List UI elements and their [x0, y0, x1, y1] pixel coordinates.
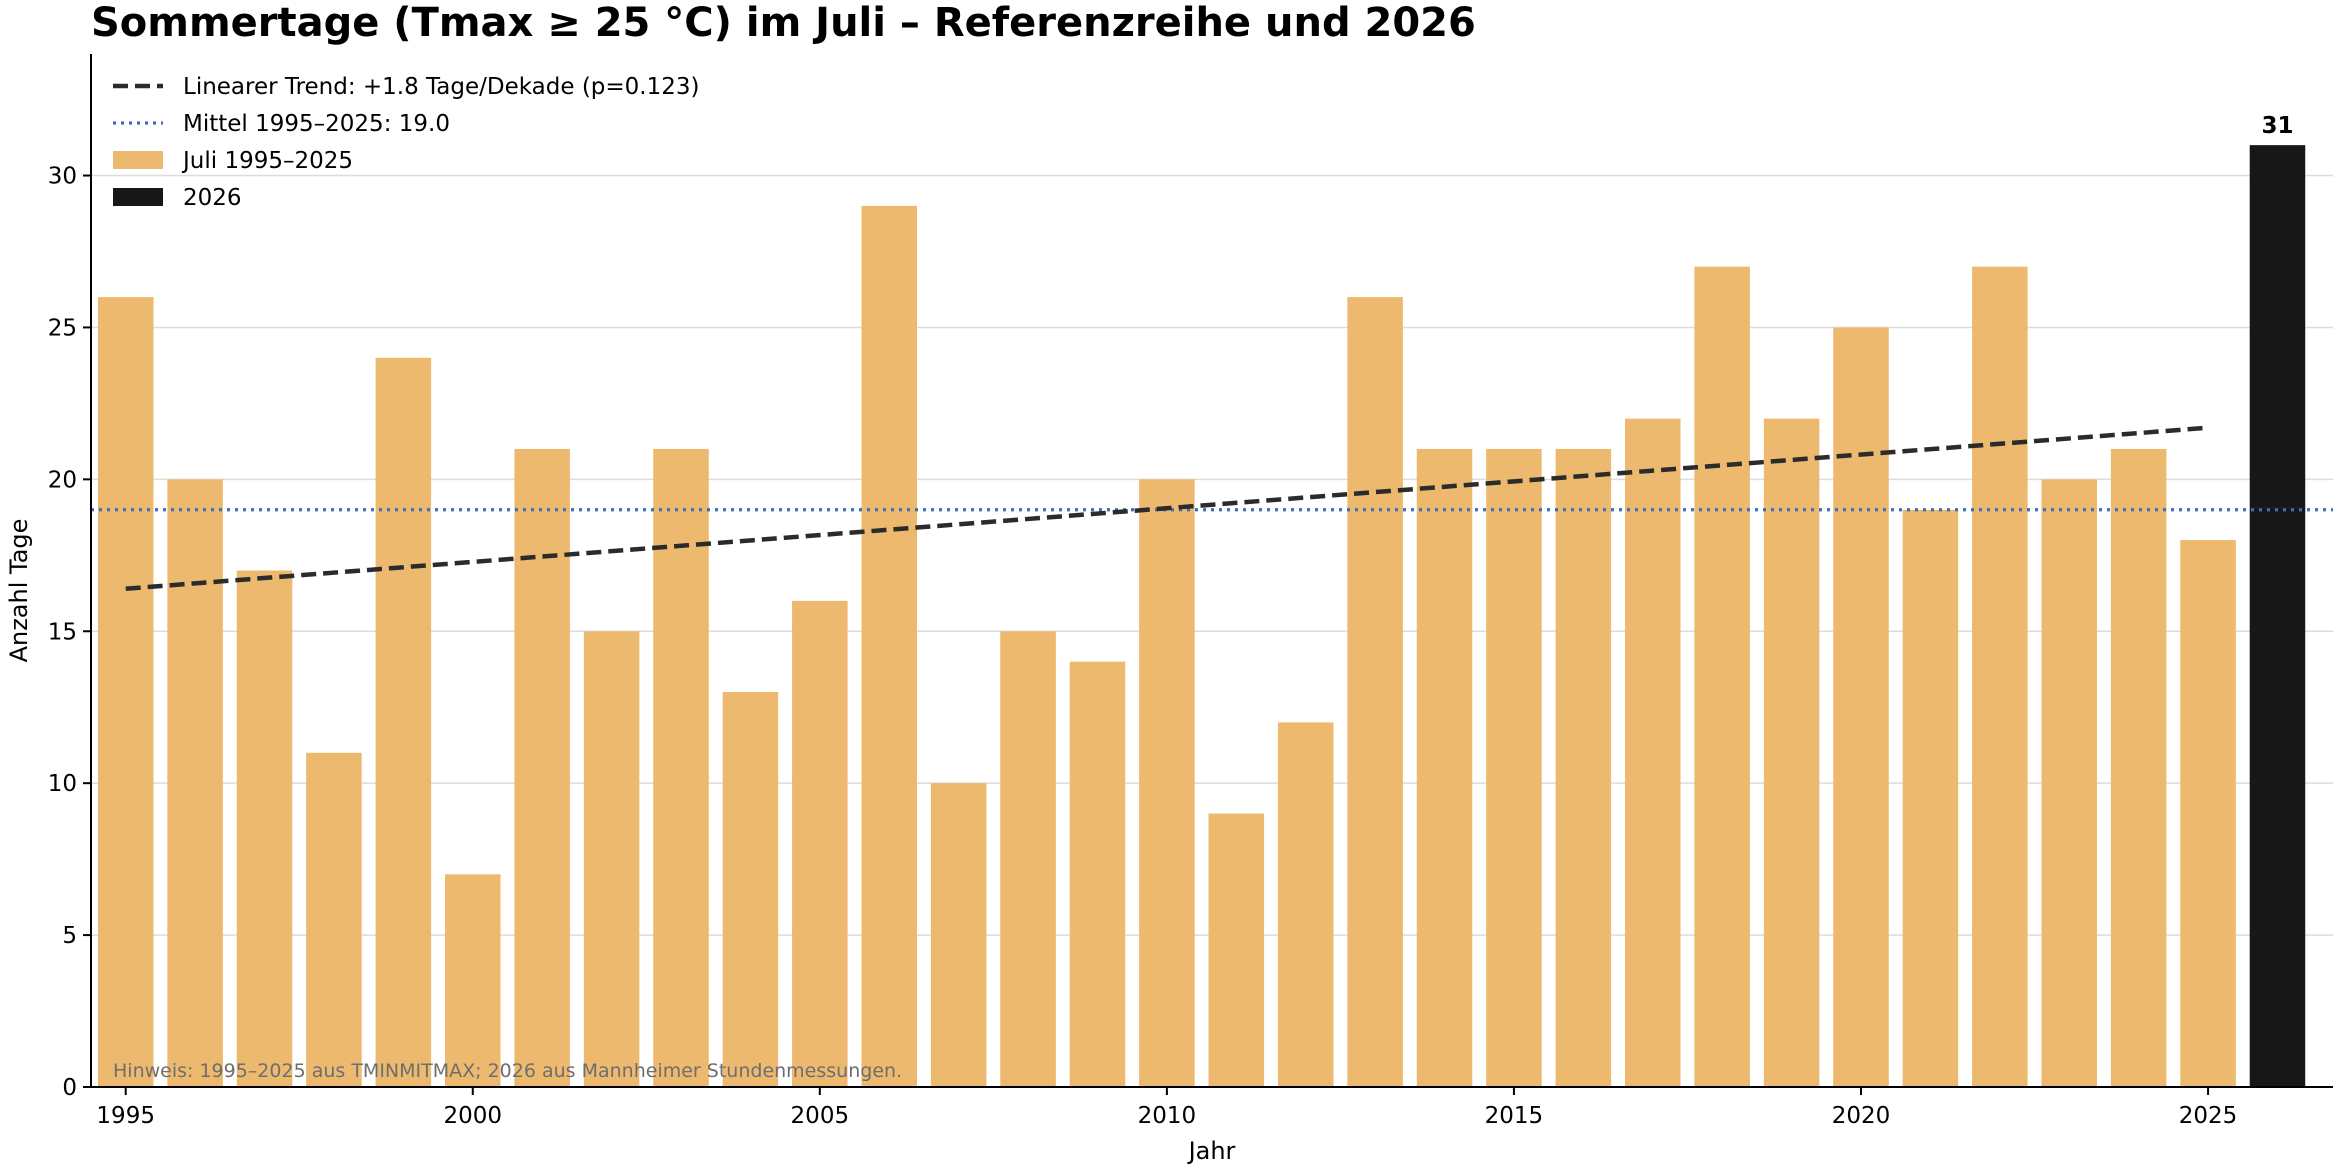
bar-2015 [1486, 448, 1542, 1087]
bar-2024 [2110, 448, 2167, 1087]
bar-1995 [97, 297, 154, 1087]
chart-title: Sommertage (Tmax ≥ 25 °C) im Juli – Refe… [91, 0, 1476, 46]
labels: 31 Hinweis: 1995–2025 aus TMINMITMAX; 202… [113, 113, 2293, 1082]
bar-2013 [1347, 297, 1403, 1087]
bar-2004 [722, 692, 779, 1087]
bars [97, 145, 2306, 1088]
legend-swatch-3 [113, 188, 163, 206]
bar-2021 [1902, 509, 1959, 1087]
y-tick-label: 10 [48, 771, 77, 797]
bar-2002 [583, 631, 640, 1087]
bar-2022 [1972, 266, 2028, 1087]
bar-2006 [861, 205, 917, 1088]
y-tick-label: 30 [48, 164, 77, 190]
data-label-2026: 31 [2261, 113, 2293, 139]
bar-2003 [653, 448, 709, 1087]
legend-label-2: Juli 1995–2025 [181, 148, 353, 174]
legend-label-3: 2026 [183, 185, 242, 211]
x-tick-label: 2025 [2179, 1103, 2238, 1129]
x-tick-label: 2000 [443, 1103, 502, 1129]
bar-2019 [1763, 418, 1820, 1087]
bar-2017 [1625, 418, 1681, 1087]
y-tick-label: 25 [48, 315, 77, 341]
grid [91, 174, 2333, 936]
x-tick-label: 2005 [791, 1103, 850, 1129]
bar-2005 [792, 600, 848, 1087]
bar-2008 [1000, 631, 1056, 1087]
y-tick-label: 5 [62, 923, 77, 949]
y-tick-label: 15 [48, 619, 77, 645]
bar-2011 [1208, 813, 1265, 1087]
y-axis-label: Anzahl Tage [5, 519, 33, 663]
bar-2010 [1139, 479, 1195, 1088]
x-tick-label: 2020 [1832, 1103, 1891, 1129]
x-tick-label: 1995 [96, 1103, 155, 1129]
bar-1999 [375, 357, 432, 1088]
footnote: Hinweis: 1995–2025 aus TMINMITMAX; 2026 … [113, 1060, 902, 1082]
x-axis-label: Jahr [1187, 1137, 1236, 1165]
bar-2025 [2180, 540, 2236, 1087]
y-tick-label: 0 [62, 1075, 77, 1101]
legend-label-1: Mittel 1995–2025: 19.0 [183, 111, 450, 137]
bar-1996 [167, 479, 223, 1088]
legend: Linearer Trend: +1.8 Tage/Dekade (p=0.12… [113, 74, 700, 211]
y-tick-label: 20 [48, 467, 77, 493]
bar-1997 [236, 570, 293, 1087]
trend-line [125, 425, 2209, 591]
legend-label-0: Linearer Trend: +1.8 Tage/Dekade (p=0.12… [183, 74, 700, 100]
bar-2012 [1277, 722, 1334, 1087]
bar-2001 [514, 448, 570, 1087]
bar-2023 [2041, 479, 2097, 1088]
legend-swatch-2 [113, 151, 163, 169]
bar-2009 [1069, 661, 1126, 1087]
bar-2014 [1416, 448, 1473, 1087]
bar-2020 [1833, 327, 1889, 1087]
x-tick-label: 2010 [1138, 1103, 1197, 1129]
bar-2026 [2249, 145, 2306, 1087]
bar-2007 [930, 783, 987, 1087]
bar-1998 [306, 752, 362, 1087]
bar-2000 [445, 874, 501, 1087]
x-tick-label: 2015 [1485, 1103, 1544, 1129]
bar-2018 [1694, 266, 1750, 1087]
reference-lines [91, 425, 2333, 591]
bar-2016 [1555, 448, 1612, 1087]
